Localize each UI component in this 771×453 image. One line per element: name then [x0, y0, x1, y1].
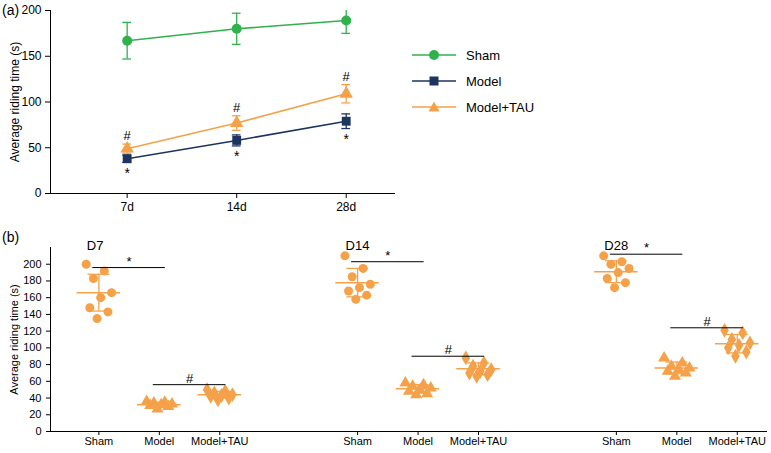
svg-text:200: 200 — [21, 3, 41, 17]
html-text:Sham: Sham — [466, 47, 500, 63]
svg-text:Model: Model — [662, 435, 692, 447]
svg-text:*: * — [124, 165, 130, 181]
svg-text:*: * — [644, 240, 649, 255]
svg-text:Average riding time (s): Average riding time (s) — [8, 284, 20, 394]
svg-text:100: 100 — [21, 95, 41, 109]
svg-text:*: * — [343, 131, 349, 147]
svg-text:Model+TAU: Model+TAU — [708, 435, 766, 447]
svg-text:140: 140 — [23, 308, 41, 320]
svg-text:Sham: Sham — [84, 435, 113, 447]
svg-text:Sham: Sham — [343, 435, 372, 447]
svg-text:150: 150 — [21, 49, 41, 63]
svg-text:20: 20 — [29, 408, 41, 420]
html-text:Model: Model — [466, 73, 502, 89]
svg-text:D14: D14 — [346, 238, 370, 253]
svg-text:180: 180 — [23, 274, 41, 286]
svg-text:#: # — [343, 69, 351, 84]
svg-text:*: * — [127, 254, 132, 269]
svg-text:Sham: Sham — [602, 435, 631, 447]
svg-text:#: # — [186, 371, 194, 386]
svg-text:160: 160 — [23, 291, 41, 303]
svg-text:#: # — [124, 128, 132, 143]
svg-text:28d: 28d — [336, 200, 356, 214]
svg-text:*: * — [234, 148, 240, 164]
svg-text:Model+TAU: Model+TAU — [191, 435, 249, 447]
svg-text:Model: Model — [403, 435, 433, 447]
svg-text:7d: 7d — [120, 200, 133, 214]
svg-text:120: 120 — [23, 325, 41, 337]
svg-text:50: 50 — [28, 141, 42, 155]
svg-text:#: # — [703, 314, 711, 329]
html-text:(a): (a) — [2, 2, 20, 18]
svg-text:200: 200 — [23, 258, 41, 270]
svg-text:14d: 14d — [227, 200, 247, 214]
svg-text:#: # — [233, 100, 241, 115]
svg-text:60: 60 — [29, 375, 41, 387]
svg-text:80: 80 — [29, 358, 41, 370]
svg-text:0: 0 — [35, 186, 42, 200]
html-text:Model+TAU: Model+TAU — [466, 99, 534, 115]
svg-text:Average riding time (s): Average riding time (s) — [8, 42, 22, 163]
svg-text:*: * — [385, 248, 390, 263]
svg-text:40: 40 — [29, 392, 41, 404]
svg-text:#: # — [445, 342, 453, 357]
svg-text:0: 0 — [35, 425, 41, 437]
svg-text:Model: Model — [144, 435, 174, 447]
svg-text:Model+TAU: Model+TAU — [450, 435, 508, 447]
html-text:(b): (b) — [2, 229, 20, 245]
svg-text:100: 100 — [23, 341, 41, 353]
svg-text:D28: D28 — [604, 238, 628, 253]
svg-text:D7: D7 — [87, 238, 104, 253]
